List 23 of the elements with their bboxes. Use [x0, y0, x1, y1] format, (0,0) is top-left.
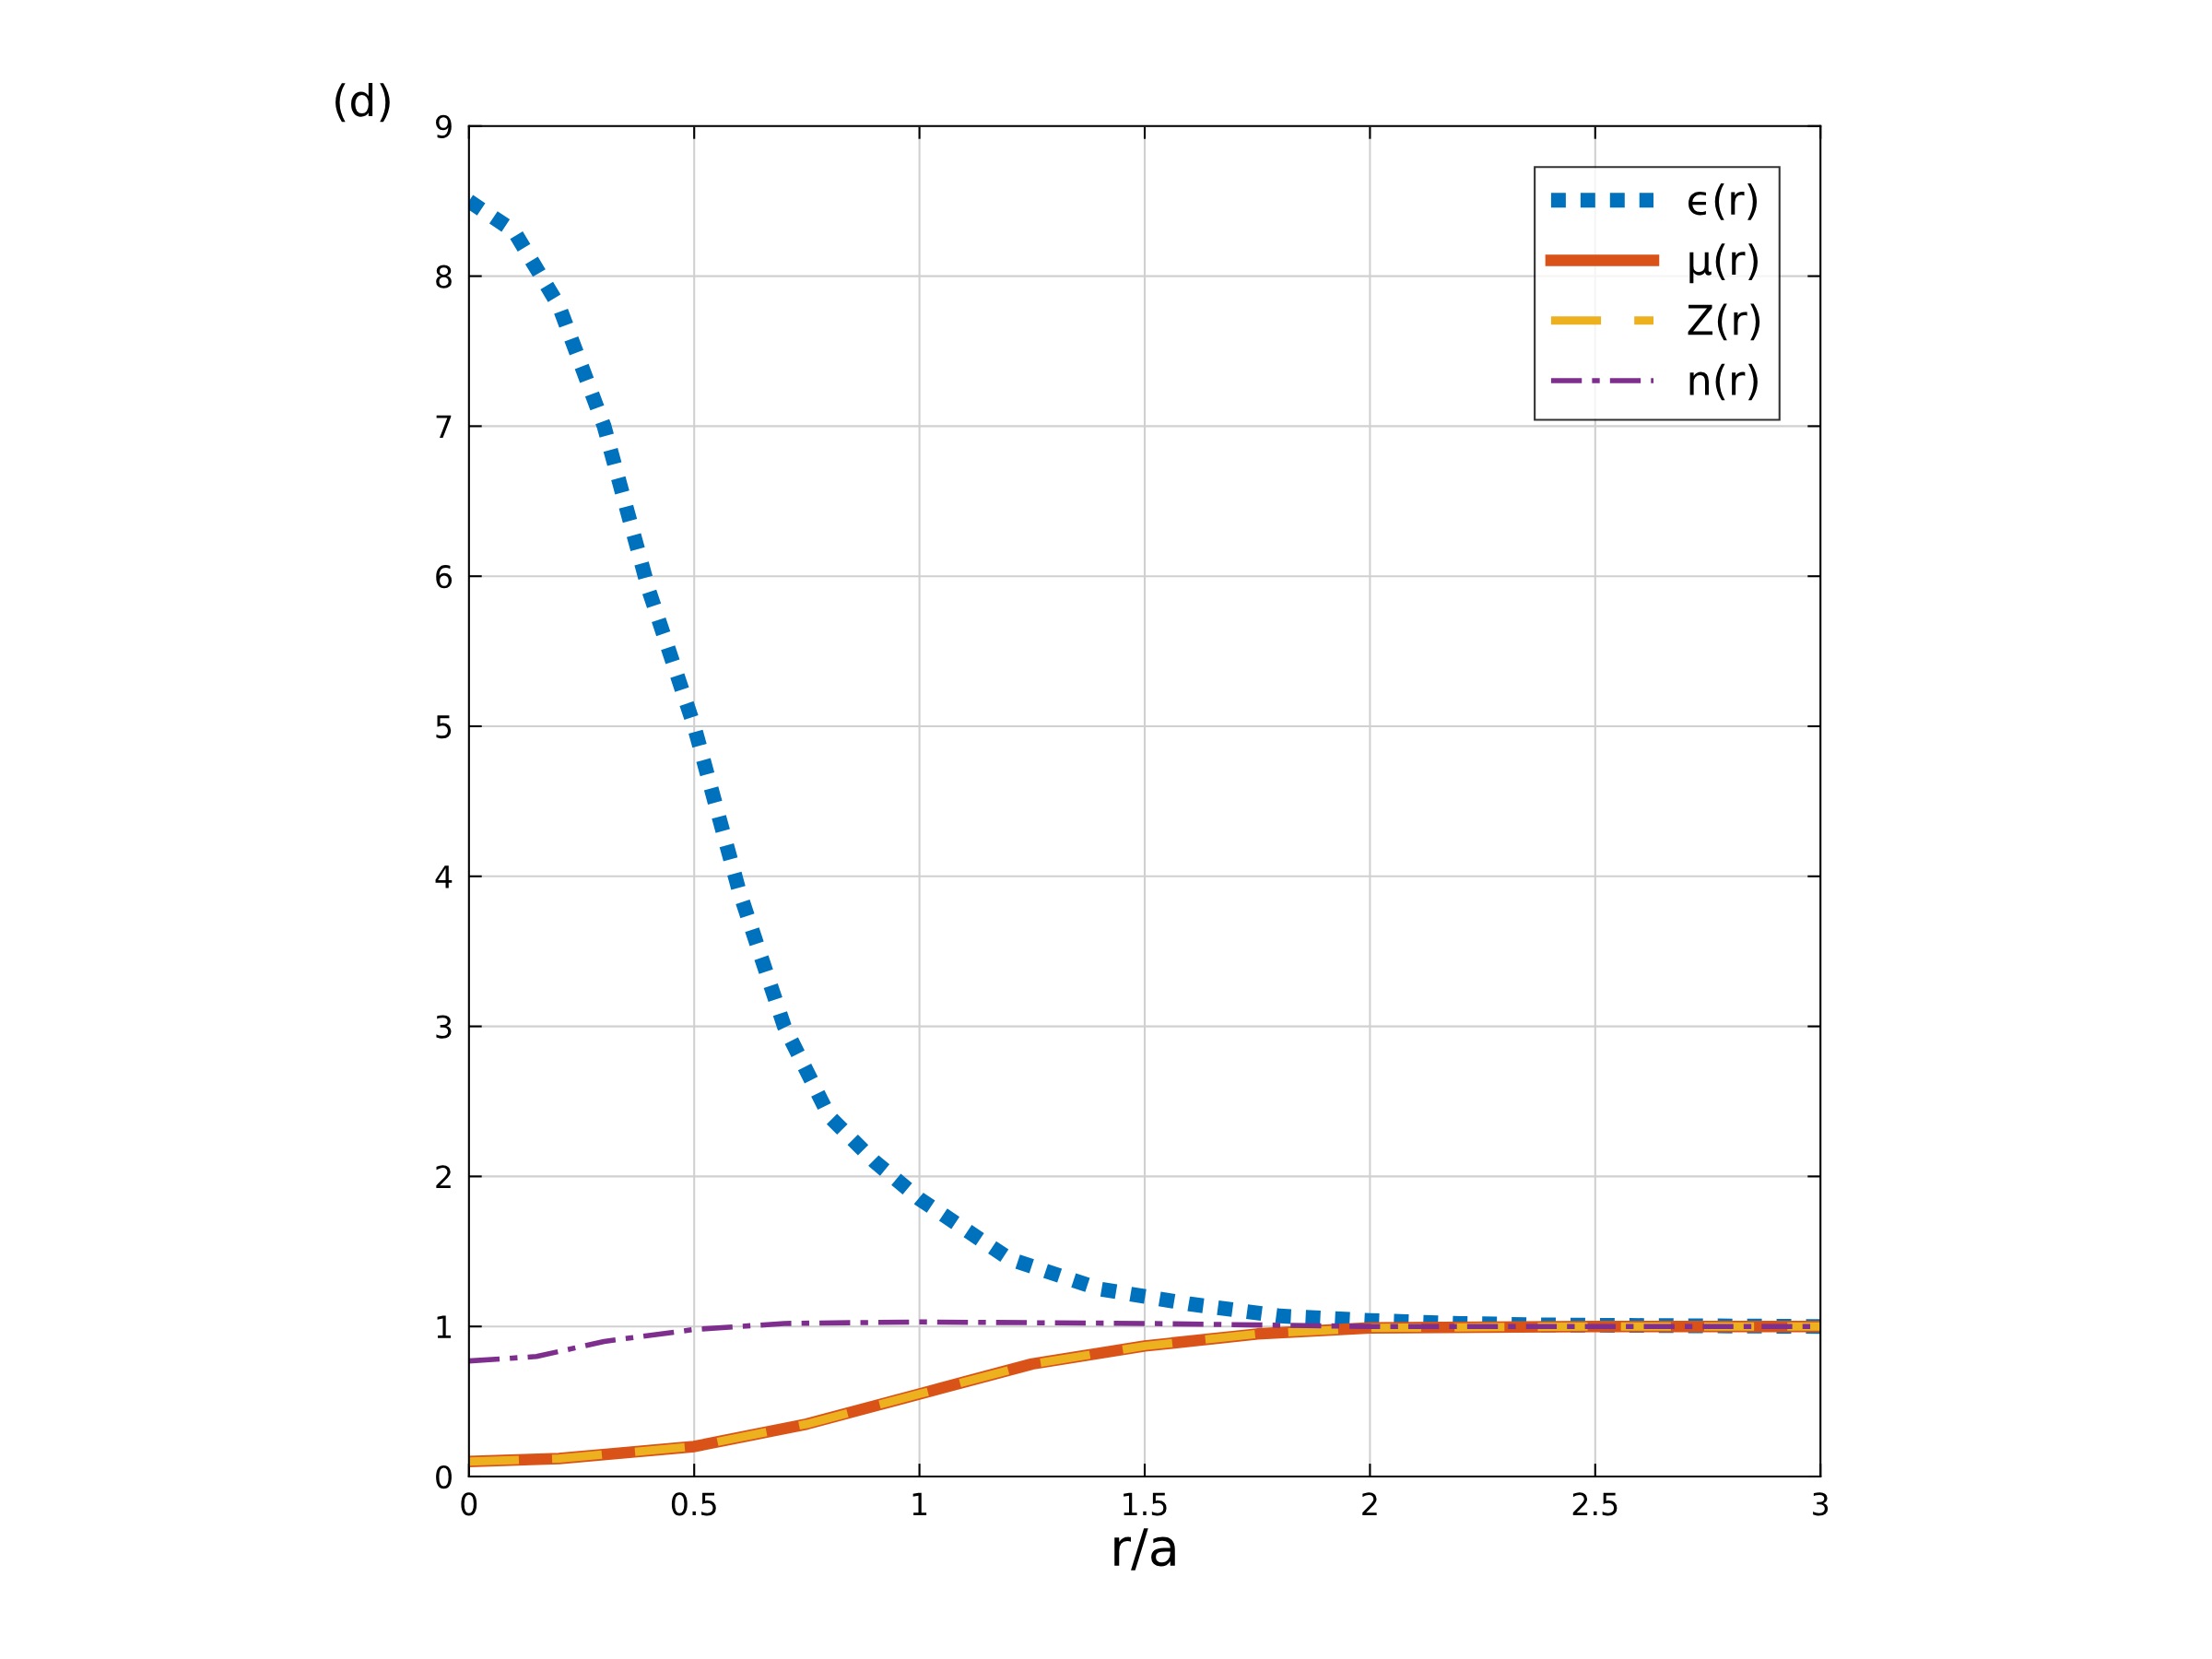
- x-axis-title: r/a: [1114, 1528, 1175, 1571]
- y-tick-label: 7: [436, 415, 452, 439]
- x-tick-label: 0: [461, 1492, 477, 1516]
- legend-label: n(r): [1689, 363, 1758, 401]
- y-tick-label: 2: [436, 1165, 451, 1189]
- y-tick-label: 6: [436, 565, 453, 589]
- y-tick-label: 3: [436, 1015, 452, 1039]
- y-tick-label: 9: [436, 114, 452, 138]
- x-tick-label: 1: [912, 1492, 927, 1515]
- y-tick-label: 0: [436, 1465, 452, 1489]
- x-tick-label: 2: [1362, 1492, 1377, 1515]
- x-tick-label: 3: [1813, 1492, 1829, 1516]
- y-tick-label: 8: [436, 265, 452, 288]
- y-tick-label: 5: [436, 715, 452, 739]
- legend-label: Z(r): [1688, 303, 1760, 341]
- x-tick-label: 0.5: [671, 1492, 716, 1516]
- x-tick-label: 1.5: [1124, 1492, 1167, 1516]
- legend-label: ϵ(r): [1688, 183, 1758, 220]
- legend-label: μ(r): [1689, 243, 1758, 284]
- chart-title: (d): [335, 83, 390, 123]
- y-tick-label: 1: [437, 1315, 452, 1338]
- x-tick-label: 2.5: [1572, 1492, 1618, 1516]
- y-tick-label: 4: [435, 865, 453, 888]
